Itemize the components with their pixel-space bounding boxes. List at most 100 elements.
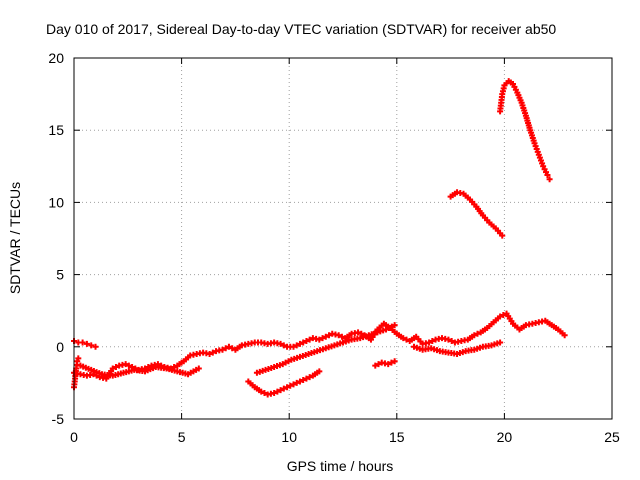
data-point <box>293 342 300 349</box>
data-point <box>388 359 395 366</box>
data-point <box>442 349 449 356</box>
data-point <box>539 318 546 325</box>
x-axis-label: GPS time / hours <box>287 458 394 474</box>
data-point <box>267 390 274 397</box>
data-point <box>108 367 115 374</box>
data-point <box>193 366 200 373</box>
data-point <box>471 201 478 208</box>
data-point <box>287 382 294 389</box>
data-point <box>469 333 476 340</box>
data-point <box>216 347 223 354</box>
data-series <box>411 339 504 358</box>
data-point <box>464 194 471 201</box>
data-point <box>313 335 320 342</box>
data-point <box>500 85 507 92</box>
data-point <box>79 339 86 346</box>
data-point <box>112 364 119 371</box>
data-point <box>522 110 529 117</box>
data-point <box>498 93 505 100</box>
data-point <box>185 354 192 361</box>
data-point <box>209 349 216 356</box>
y-tick-label: 10 <box>48 194 64 210</box>
data-point <box>474 330 481 337</box>
data-point <box>391 328 398 335</box>
data-point <box>459 349 466 356</box>
data-point <box>319 335 326 342</box>
data-point <box>485 342 492 349</box>
x-tick-label: 5 <box>178 429 186 445</box>
data-point <box>416 345 423 352</box>
data-point <box>346 332 353 339</box>
data-point <box>256 387 263 394</box>
data-point <box>96 370 103 377</box>
data-point <box>306 336 313 343</box>
data-point <box>150 365 157 372</box>
data-point <box>508 318 515 325</box>
data-point <box>490 223 497 230</box>
data-point <box>398 333 405 340</box>
data-point <box>362 333 369 340</box>
data-point <box>178 359 185 366</box>
data-point <box>539 160 546 167</box>
grid <box>74 58 612 419</box>
data-point <box>171 367 178 374</box>
data-point <box>381 360 388 367</box>
data-point <box>391 358 398 365</box>
data-series <box>77 362 202 379</box>
data-point <box>300 339 307 346</box>
data-point <box>107 372 114 379</box>
x-tick-label: 25 <box>604 429 620 445</box>
data-point <box>517 97 524 104</box>
data-point <box>534 148 541 155</box>
data-point <box>512 86 519 93</box>
data-point <box>303 375 310 382</box>
y-axis: -5 0 5 10 15 20 <box>48 50 612 427</box>
y-tick-label: 0 <box>56 339 64 355</box>
data-point <box>532 319 539 326</box>
data-point <box>372 362 379 369</box>
data-series <box>245 368 323 398</box>
data-point <box>497 230 504 237</box>
data-point <box>380 327 387 334</box>
data-point <box>303 338 310 345</box>
data-point <box>403 336 410 343</box>
y-tick-label: -5 <box>52 411 65 427</box>
data-series <box>71 338 99 350</box>
data-point <box>457 190 464 197</box>
data-point <box>451 190 458 197</box>
data-point <box>100 374 107 381</box>
data-point <box>328 343 335 350</box>
data-point <box>425 345 432 352</box>
data-point <box>280 385 287 392</box>
data-point <box>139 367 146 374</box>
data-point <box>314 369 321 376</box>
x-axis: 0 5 10 15 20 25 <box>70 58 620 445</box>
data-series <box>447 189 506 239</box>
chart-title: Day 010 of 2017, Sidereal Day-to-day VTE… <box>46 21 556 37</box>
data-point <box>268 364 275 371</box>
data-point <box>222 345 229 352</box>
data-point <box>435 335 442 342</box>
data-point <box>83 340 90 347</box>
data-point <box>128 367 135 374</box>
data-point <box>87 371 94 378</box>
data-point <box>461 337 468 344</box>
data-point <box>546 176 553 183</box>
data-point <box>422 340 429 347</box>
data-point <box>117 370 124 377</box>
data-point <box>351 330 358 337</box>
data-point <box>354 335 361 342</box>
data-point <box>319 346 326 353</box>
data-point <box>526 124 533 131</box>
x-tick-label: 20 <box>497 429 513 445</box>
data-point <box>477 344 484 351</box>
data-point <box>249 382 256 389</box>
data-point <box>280 342 287 349</box>
data-point <box>296 340 303 347</box>
data-point <box>125 362 132 369</box>
data-point <box>267 340 274 347</box>
data-point <box>284 384 291 391</box>
data-point <box>229 345 236 352</box>
data-point <box>543 169 550 176</box>
data-point <box>488 321 495 328</box>
